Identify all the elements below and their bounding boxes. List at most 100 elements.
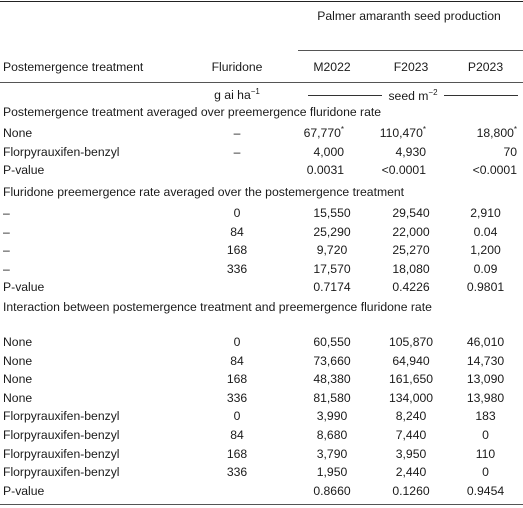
cell-treatment: – xyxy=(3,243,10,258)
cell-f2023: 8,240 xyxy=(395,409,427,424)
cell-p2023: 0.9801 xyxy=(466,280,505,295)
group-header: Palmer amaranth seed production xyxy=(317,9,501,23)
col-header-treatment: Postemergence treatment xyxy=(3,60,144,74)
group-header-rule xyxy=(298,50,523,51)
unit-seed: seed m−2 xyxy=(306,88,520,103)
table-bottom-rule xyxy=(0,504,523,505)
cell-fluridone: 168 xyxy=(226,243,248,258)
cell-p2023: 0.04 xyxy=(473,224,498,239)
cell-f2023: <0.0001 xyxy=(381,163,426,177)
cell-m2022: 3,990 xyxy=(316,409,348,424)
cell-fluridone: 84 xyxy=(230,428,244,442)
cell-p2023: 0 xyxy=(482,465,489,480)
cell-f2023: 22,000 xyxy=(392,224,430,239)
cell-treatment: None xyxy=(3,335,33,349)
cell-p2023: 13,980 xyxy=(466,390,505,405)
cell-m2022: 25,290 xyxy=(313,224,351,239)
cell-treatment: None xyxy=(3,390,33,405)
header-rule xyxy=(0,82,523,83)
cell-fluridone: 168 xyxy=(226,446,248,461)
cell-treatment: None xyxy=(3,126,33,140)
cell-m2022: 73,660 xyxy=(313,353,351,368)
cell-p2023: 2,910 xyxy=(470,206,501,220)
cell-m2022: 48,380 xyxy=(313,372,351,387)
cell-fluridone: 0 xyxy=(233,409,241,424)
cell-fluridone: – xyxy=(233,126,241,140)
cell-treatment: Florpyrauxifen-benzyl xyxy=(3,409,120,424)
col-header-fluridone: Fluridone xyxy=(211,60,263,74)
cell-p2023: 0.09 xyxy=(473,261,498,276)
cell-m2022: 3,790 xyxy=(316,446,348,461)
cell-f2023: 161,650 xyxy=(388,372,434,387)
cell-fluridone: 168 xyxy=(226,372,248,387)
significance-marker: * xyxy=(340,124,344,134)
cell-treatment: P-value xyxy=(3,163,45,177)
cell-m2022: 0.7174 xyxy=(313,280,351,295)
cell-f2023: 18,080 xyxy=(392,261,430,276)
cell-f2023: 3,950 xyxy=(395,446,427,461)
section-title-1: Postemergence treatment averaged over pr… xyxy=(3,105,382,119)
cell-fluridone: 0 xyxy=(233,335,241,349)
cell-fluridone: 84 xyxy=(230,353,244,368)
cell-m2022: 67,770* xyxy=(303,124,344,140)
cell-m2022: 8,680 xyxy=(316,428,348,442)
cell-treatment: – xyxy=(3,206,10,220)
cell-m2022: 60,550 xyxy=(313,335,351,349)
unit-dash-right xyxy=(443,95,518,96)
cell-fluridone: 336 xyxy=(226,261,248,276)
cell-f2023: 105,870 xyxy=(388,335,434,349)
cell-m2022: 4,000 xyxy=(313,144,345,159)
cell-treatment: Florpyrauxifen-benzyl xyxy=(3,428,120,442)
significance-marker: * xyxy=(422,124,426,134)
cell-treatment: None xyxy=(3,372,33,387)
cell-fluridone: 0 xyxy=(233,206,241,220)
cell-treatment: P-value xyxy=(3,483,45,498)
unit-seed-label: seed m−2 xyxy=(388,87,438,103)
cell-m2022: 1,950 xyxy=(316,465,348,480)
cell-p2023: 13,090 xyxy=(466,372,505,387)
cell-treatment: Florpyrauxifen-benzyl xyxy=(3,144,120,159)
cell-f2023: 7,440 xyxy=(395,428,427,442)
cell-fluridone: 84 xyxy=(230,224,244,239)
cell-p2023: 110 xyxy=(475,446,496,461)
cell-f2023: 0.4226 xyxy=(392,280,430,295)
cell-p2023: 70 xyxy=(503,144,517,159)
cell-f2023: 0.1260 xyxy=(392,483,430,498)
unit-dash-left xyxy=(308,95,383,96)
col-header-f2023: F2023 xyxy=(393,60,429,74)
cell-m2022: 0.8660 xyxy=(313,483,351,498)
cell-f2023: 4,930 xyxy=(395,144,427,159)
section-title-3: Interaction between postemergence treatm… xyxy=(3,300,432,314)
cell-f2023: 110,470* xyxy=(379,124,426,140)
cell-treatment: None xyxy=(3,353,33,368)
cell-p2023: 18,800* xyxy=(476,124,517,140)
cell-fluridone: 336 xyxy=(226,390,248,405)
cell-treatment: P-value xyxy=(3,280,45,295)
cell-m2022: 9,720 xyxy=(316,243,348,258)
cell-treatment: – xyxy=(3,224,10,239)
cell-treatment: Florpyrauxifen-benzyl xyxy=(3,465,120,480)
significance-marker: * xyxy=(513,124,517,134)
cell-fluridone: – xyxy=(233,144,241,159)
cell-p2023: 183 xyxy=(475,409,496,424)
cell-f2023: 29,540 xyxy=(392,206,430,220)
col-header-p2023: P2023 xyxy=(467,60,504,74)
cell-f2023: 134,000 xyxy=(388,390,434,405)
table-top-rule xyxy=(0,1,523,2)
cell-p2023: 46,010 xyxy=(466,335,505,349)
cell-p2023: <0.0001 xyxy=(472,163,517,177)
unit-rate: g ai ha−1 xyxy=(214,86,260,102)
cell-f2023: 64,940 xyxy=(392,353,430,368)
cell-p2023: 0.9454 xyxy=(466,483,505,498)
section-title-2: Fluridone preemergence rate averaged ove… xyxy=(3,185,405,199)
col-header-m2022: M2022 xyxy=(313,60,351,74)
cell-p2023: 1,200 xyxy=(470,243,501,258)
cell-p2023: 0 xyxy=(482,428,489,442)
cell-m2022: 17,570 xyxy=(313,261,351,276)
cell-f2023: 2,440 xyxy=(395,465,427,480)
cell-f2023: 25,270 xyxy=(392,243,430,258)
cell-m2022: 15,550 xyxy=(313,206,351,220)
cell-m2022: 81,580 xyxy=(313,390,351,405)
cell-treatment: – xyxy=(3,261,10,276)
